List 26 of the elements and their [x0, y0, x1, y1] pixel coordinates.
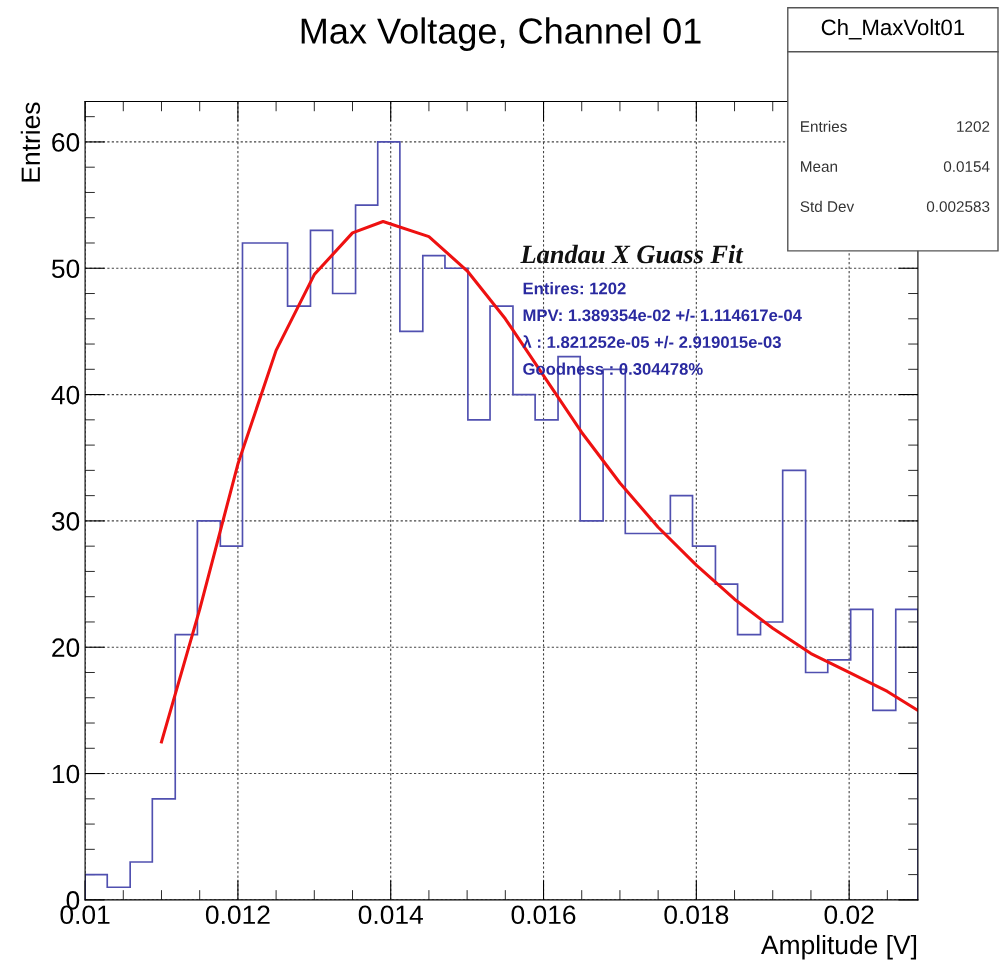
annotation: Std Dev: [800, 200, 855, 212]
text: 0.002583: [926, 201, 990, 212]
chart-title: Max Voltage, Channel 01: [301, 17, 701, 51]
x-tick-label: 0.012: [205, 905, 270, 925]
x-tick-label: 0.02: [824, 905, 874, 925]
y-axis-title: Entries: [20, 102, 41, 182]
y-tick-label: 20: [52, 638, 80, 658]
annotation: λ : 1.821252e-05 +/- 2.919015e-03: [522, 335, 781, 349]
text: 1202: [957, 121, 990, 132]
annotation: Landau X Guass Fit: [520, 244, 744, 264]
annotation: MPV: 1.389354e-02 +/- 1.114617e-04: [523, 308, 802, 322]
annotation: Entires: 1202: [523, 282, 626, 295]
x-axis-title: Amplitude [V]: [761, 934, 917, 960]
text: 0.0154: [943, 161, 990, 172]
y-tick-label: 10: [52, 764, 80, 784]
y-tick-label: 40: [51, 385, 80, 405]
annotation: Mean: [801, 161, 838, 172]
x-tick-label: 0.016: [511, 905, 576, 925]
x-tick-label: 0.018: [664, 905, 729, 925]
text: Ch_MaxVolt01: [821, 18, 965, 40]
line-series: [159, 219, 918, 744]
y-tick-label: 50: [51, 259, 80, 279]
y-tick-label: 30: [51, 512, 80, 531]
y-tick-label: 60: [52, 133, 80, 152]
annotation: Entries: [801, 120, 847, 132]
x-tick-label: 0.014: [358, 905, 423, 925]
